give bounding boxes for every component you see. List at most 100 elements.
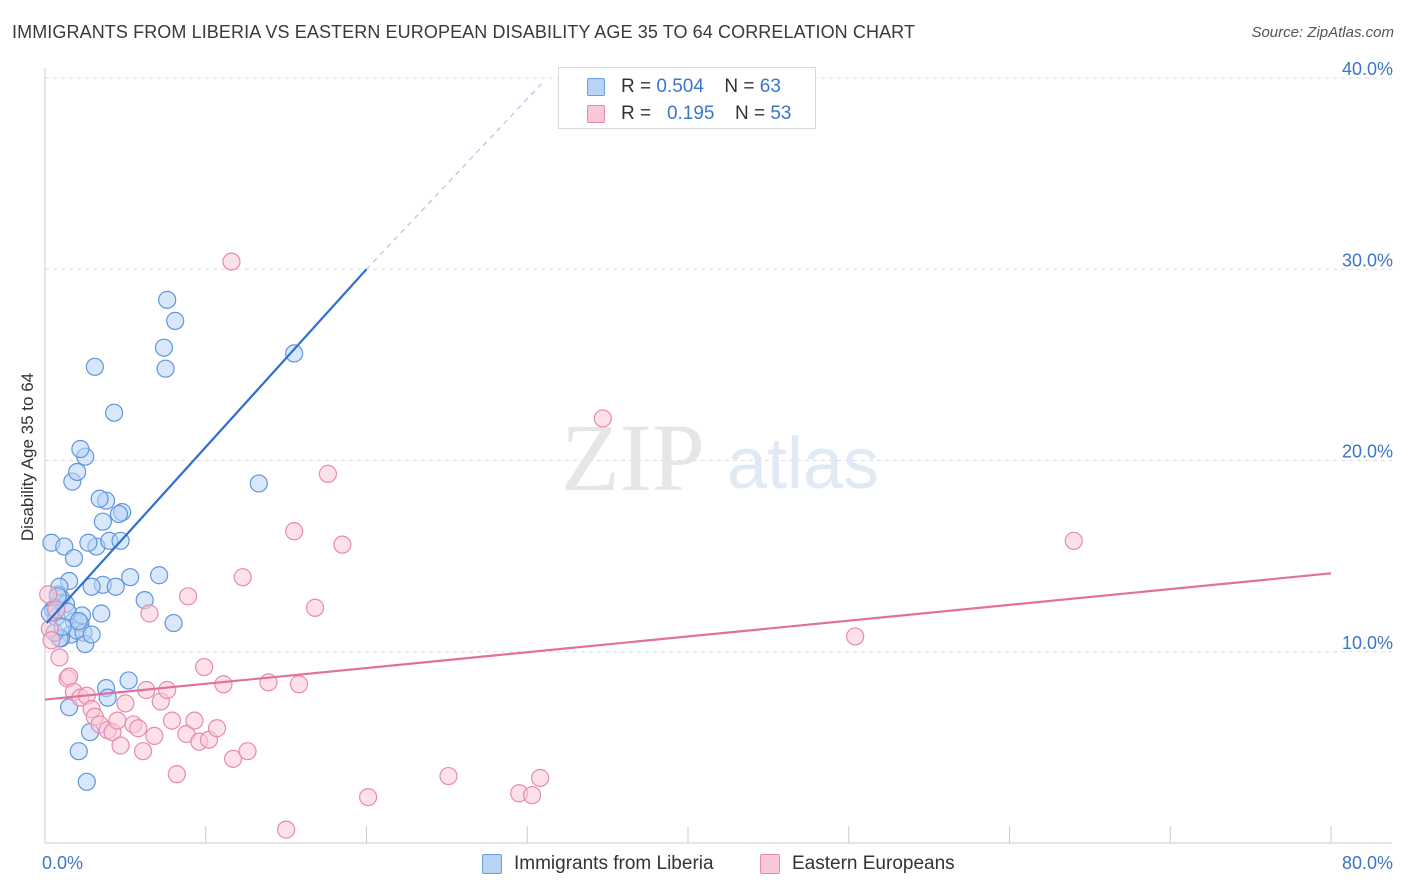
point-eastern-european: [277, 820, 296, 839]
point-liberia: [69, 742, 88, 761]
y-tick-label: 30.0%: [1342, 250, 1393, 270]
legend-n-value-liberia: 63: [759, 76, 781, 97]
legend-row-eastern: R = 0.195 N = 53: [587, 101, 791, 127]
point-liberia: [82, 625, 101, 644]
trend-line-eastern-european: [44, 572, 1332, 701]
point-liberia: [64, 548, 84, 568]
x-tick-label: 0.0%: [42, 853, 83, 873]
point-eastern-european: [42, 631, 61, 650]
legend-row-liberia: R = 0.504 N = 63: [587, 74, 781, 100]
point-liberia: [69, 612, 88, 631]
point-eastern-european: [185, 711, 204, 730]
point-liberia: [79, 533, 98, 552]
point-liberia: [158, 290, 177, 309]
watermark: ZIP atlas: [561, 404, 879, 511]
point-liberia: [106, 577, 125, 596]
trend-line-liberia-extension: [366, 81, 544, 270]
axes: [44, 68, 1392, 844]
y-tick-label: 40.0%: [1342, 59, 1393, 79]
legend-n-value-eastern: 53: [770, 103, 792, 124]
bottom-legend-swatch-liberia: [482, 854, 502, 874]
correlation-legend: R = 0.504 N = 63 R = 0.195 N = 53: [558, 67, 816, 129]
point-eastern-european: [167, 765, 186, 784]
y-tick-label: 10.0%: [1342, 633, 1393, 653]
point-eastern-european: [214, 675, 233, 694]
point-eastern-european: [162, 711, 182, 730]
point-eastern-european: [846, 627, 865, 646]
point-eastern-european: [285, 522, 304, 541]
grid-lines: [45, 77, 1392, 653]
point-liberia: [92, 604, 111, 623]
y-axis-title: Disability Age 35 to 64: [18, 372, 37, 542]
point-eastern-european: [111, 736, 130, 755]
legend-r-label: R =: [621, 103, 652, 124]
data-points: [39, 252, 1083, 839]
x-tick-label: 80.0%: [1342, 853, 1393, 873]
point-eastern-european: [195, 657, 214, 677]
point-eastern-european: [140, 604, 159, 623]
point-eastern-european: [333, 535, 352, 554]
point-eastern-european: [39, 585, 58, 604]
point-liberia: [119, 671, 138, 690]
point-liberia: [150, 566, 169, 585]
point-liberia: [82, 577, 101, 596]
point-eastern-european: [207, 719, 227, 738]
point-liberia: [68, 462, 87, 482]
point-eastern-european: [222, 252, 241, 271]
point-liberia: [249, 474, 268, 493]
bottom-legend-label-liberia: Immigrants from Liberia: [514, 853, 714, 874]
point-eastern-european: [359, 787, 378, 807]
bottom-legend-label-eastern: Eastern Europeans: [792, 853, 955, 874]
legend-r-value-eastern: 0.195: [666, 103, 715, 124]
point-liberia: [154, 338, 174, 357]
point-liberia: [85, 357, 104, 376]
point-liberia: [71, 439, 90, 459]
point-liberia: [156, 359, 175, 378]
bottom-legend-eastern: Eastern Europeans: [760, 852, 955, 876]
legend-n-label: N =: [724, 76, 755, 97]
point-eastern-european: [531, 768, 550, 788]
point-eastern-european: [305, 598, 325, 617]
y-tick-label: 20.0%: [1342, 442, 1393, 462]
point-liberia: [93, 512, 112, 531]
chart-title: IMMIGRANTS FROM LIBERIA VS EASTERN EUROP…: [12, 22, 916, 42]
point-eastern-european: [60, 667, 79, 686]
point-eastern-european: [223, 749, 243, 768]
point-eastern-european: [238, 742, 257, 761]
legend-r-label: R =: [621, 76, 652, 97]
point-liberia: [166, 311, 185, 330]
trend-line-liberia: [45, 268, 368, 624]
tick-labels: 10.0% 20.0% 30.0% 40.0% 0.0% 80.0%: [42, 59, 1393, 873]
point-liberia: [105, 403, 124, 422]
point-eastern-european: [289, 675, 309, 694]
point-eastern-european: [50, 648, 69, 667]
point-eastern-european: [47, 600, 66, 619]
point-eastern-european: [133, 742, 153, 761]
legend-swatch-liberia: [587, 78, 605, 96]
bottom-legend-liberia: Immigrants from Liberia: [482, 852, 714, 876]
point-eastern-european: [145, 726, 164, 746]
watermark-zip: ZIP: [561, 404, 705, 511]
point-eastern-european: [1064, 531, 1083, 550]
watermark-atlas: atlas: [727, 424, 879, 504]
legend-swatch-eastern: [587, 105, 605, 123]
point-liberia: [77, 772, 96, 791]
point-eastern-european: [178, 587, 198, 606]
point-eastern-european: [158, 680, 177, 700]
point-liberia: [90, 489, 109, 508]
chart-source: Source: ZipAtlas.com: [1251, 24, 1394, 41]
point-liberia: [285, 344, 304, 363]
point-eastern-european: [116, 694, 135, 713]
legend-n-label: N =: [734, 103, 766, 124]
trend-lines: [44, 81, 1332, 701]
point-eastern-european: [593, 409, 612, 428]
bottom-legend-swatch-eastern: [760, 854, 780, 874]
point-eastern-european: [522, 786, 542, 805]
point-eastern-european: [233, 568, 252, 587]
point-liberia: [98, 688, 117, 707]
point-liberia: [109, 504, 129, 524]
point-eastern-european: [439, 766, 458, 786]
point-eastern-european: [129, 719, 148, 738]
point-liberia: [121, 568, 140, 587]
